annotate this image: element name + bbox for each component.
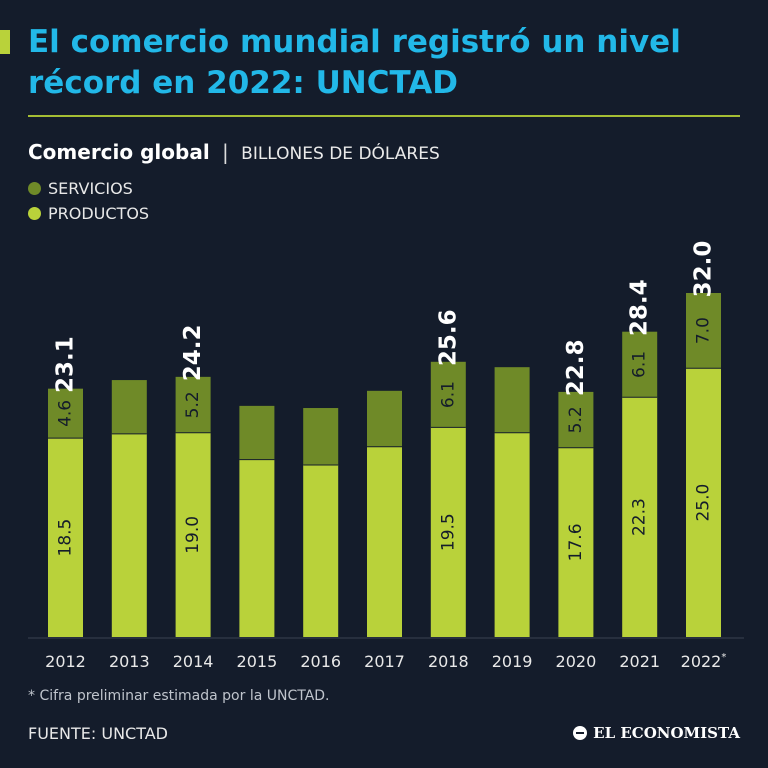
legend-label-productos: PRODUCTOS xyxy=(48,204,150,223)
x-tick-label-2014: 2014 xyxy=(173,652,214,671)
bar-productos-2018 xyxy=(430,427,466,637)
data-label-productos-2020: 17.6 xyxy=(566,523,586,561)
legend-swatch-productos xyxy=(28,207,41,220)
bar-servicios-2016 xyxy=(303,408,339,465)
x-tick-label-2015: 2015 xyxy=(237,652,278,671)
x-tick-label-2016: 2016 xyxy=(300,652,341,671)
chart-subtitle: Comercio global | BILLONES DE DÓLARES xyxy=(28,140,440,164)
data-label-productos-2012: 18.5 xyxy=(56,519,76,557)
legend-item-servicios: SERVICIOS xyxy=(28,176,149,201)
bar-servicios-2017 xyxy=(367,390,402,447)
title-divider xyxy=(28,115,740,117)
bar-productos-2020 xyxy=(558,447,594,637)
bar-productos-2015 xyxy=(239,459,275,637)
total-label-2018: 25.6 xyxy=(435,309,461,366)
bar-servicios-2021 xyxy=(622,331,658,398)
bar-servicios-2015 xyxy=(239,405,275,460)
bar-productos-2021 xyxy=(622,397,658,637)
legend-swatch-servicios xyxy=(28,182,41,195)
bar-productos-2013 xyxy=(111,433,147,637)
x-tick-label-2022: 2022* xyxy=(681,652,727,671)
chart-unit-label: BILLONES DE DÓLARES xyxy=(241,144,440,164)
x-tick-label-2012: 2012 xyxy=(45,652,86,671)
x-tick-label-2021: 2021 xyxy=(619,652,660,671)
bar-productos-2014 xyxy=(175,432,211,637)
bar-servicios-2012 xyxy=(48,388,83,439)
data-label-productos-2021: 22.3 xyxy=(630,498,650,536)
bar-productos-2022 xyxy=(686,368,721,637)
data-label-servicios-2018: 6.1 xyxy=(438,381,458,408)
bar-servicios-2013 xyxy=(111,380,147,434)
data-label-productos-2014: 19.0 xyxy=(183,516,203,554)
data-label-servicios-2020: 5.2 xyxy=(566,406,586,433)
page-title: El comercio mundial registró un nivel ré… xyxy=(28,24,681,101)
total-label-2020: 22.8 xyxy=(563,340,589,397)
bar-productos-2016 xyxy=(303,465,339,637)
bar-servicios-2019 xyxy=(494,367,530,433)
x-tick-label-2017: 2017 xyxy=(364,652,405,671)
x-tick-label-2020: 2020 xyxy=(556,652,597,671)
footnote: * Cifra preliminar estimada por la UNCTA… xyxy=(28,688,330,704)
bar-productos-2019 xyxy=(494,432,530,637)
bar-productos-2012 xyxy=(48,438,83,637)
bar-servicios-2022 xyxy=(686,293,721,369)
legend-item-productos: PRODUCTOS xyxy=(28,201,149,226)
x-tick-mark-2022: * xyxy=(721,652,726,663)
data-label-servicios-2022: 7.0 xyxy=(694,317,714,344)
bar-servicios-2014 xyxy=(175,376,211,433)
brand-globe-icon xyxy=(573,726,588,740)
data-label-servicios-2012: 4.6 xyxy=(56,400,76,427)
x-tick-label-2013: 2013 xyxy=(109,652,150,671)
brand-logo: EL ECONOMISTA xyxy=(573,724,740,742)
total-label-2012: 23.1 xyxy=(53,336,79,393)
bar-servicios-2018 xyxy=(430,361,466,428)
total-label-2021: 28.4 xyxy=(627,279,653,336)
bar-productos-2017 xyxy=(367,446,402,637)
total-label-2022: 32.0 xyxy=(691,241,717,298)
x-tick-label-2018: 2018 xyxy=(428,652,469,671)
accent-bar xyxy=(0,30,10,54)
x-tick-label-2019: 2019 xyxy=(492,652,533,671)
source-label: FUENTE: UNCTAD xyxy=(28,724,168,743)
brand-name: EL ECONOMISTA xyxy=(593,724,740,742)
chart-subtitle-separator: | xyxy=(222,140,229,164)
data-label-servicios-2014: 5.2 xyxy=(183,391,203,418)
chart-subtitle-main: Comercio global xyxy=(28,140,210,164)
legend-label-servicios: SERVICIOS xyxy=(48,179,133,198)
data-label-productos-2022: 25.0 xyxy=(694,484,714,522)
legend: SERVICIOS PRODUCTOS xyxy=(28,176,149,226)
data-label-productos-2018: 19.5 xyxy=(438,513,458,551)
data-label-servicios-2021: 6.1 xyxy=(630,351,650,378)
bar-servicios-2020 xyxy=(558,391,594,448)
total-label-2014: 24.2 xyxy=(180,324,206,381)
